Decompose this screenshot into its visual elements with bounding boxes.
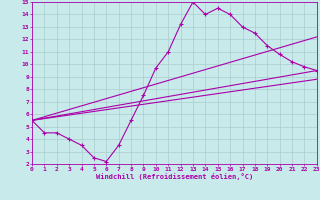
X-axis label: Windchill (Refroidissement éolien,°C): Windchill (Refroidissement éolien,°C) xyxy=(96,173,253,180)
